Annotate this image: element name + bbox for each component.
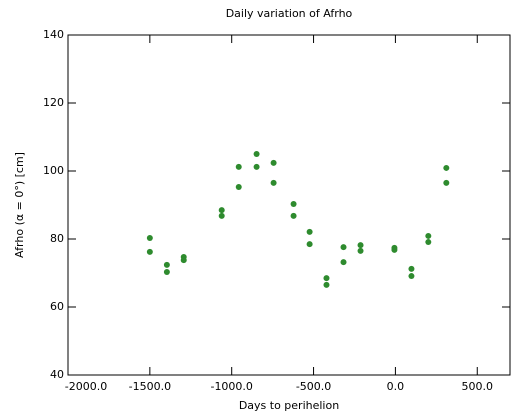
x-tick-label: 0.0 [387, 380, 405, 393]
point [290, 200, 297, 207]
point [306, 228, 313, 235]
y-tick-label: 100 [43, 164, 64, 177]
point [180, 257, 187, 264]
point [290, 212, 297, 219]
point [323, 281, 330, 288]
y-axis-label: Afrho (α = 0°) [cm] [13, 152, 26, 258]
y-tick-label: 40 [50, 368, 64, 381]
point [357, 242, 364, 249]
y-tick-label: 80 [50, 232, 64, 245]
point [357, 247, 364, 254]
point [425, 232, 432, 239]
point [235, 183, 242, 190]
point [323, 275, 330, 282]
point [408, 273, 415, 280]
point [270, 179, 277, 186]
point [391, 246, 398, 253]
y-tick-label: 120 [43, 96, 64, 109]
x-tick-label: -1500.0 [129, 380, 171, 393]
point [425, 239, 432, 246]
point [163, 261, 170, 268]
point [408, 265, 415, 272]
x-tick-label: -1000.0 [210, 380, 252, 393]
point [163, 268, 170, 275]
point [443, 179, 450, 186]
point [253, 163, 260, 170]
point [306, 241, 313, 248]
point [235, 163, 242, 170]
point [218, 212, 225, 219]
y-tick-label: 60 [50, 300, 64, 313]
x-tick-label: 500.0 [462, 380, 494, 393]
y-tick-label: 140 [43, 28, 64, 41]
point [270, 159, 277, 166]
point [340, 259, 347, 266]
point [253, 151, 260, 157]
plot-frame [67, 34, 511, 376]
point [146, 234, 153, 241]
x-tick-label: -500.0 [296, 380, 331, 393]
x-axis-label: Days to perihelion [239, 399, 339, 412]
x-tick-label: -2000.0 [65, 380, 107, 393]
chart-title: Daily variation of Afrho [226, 7, 353, 20]
point [443, 164, 450, 171]
point [146, 248, 153, 255]
point [218, 207, 225, 214]
point [340, 244, 347, 251]
